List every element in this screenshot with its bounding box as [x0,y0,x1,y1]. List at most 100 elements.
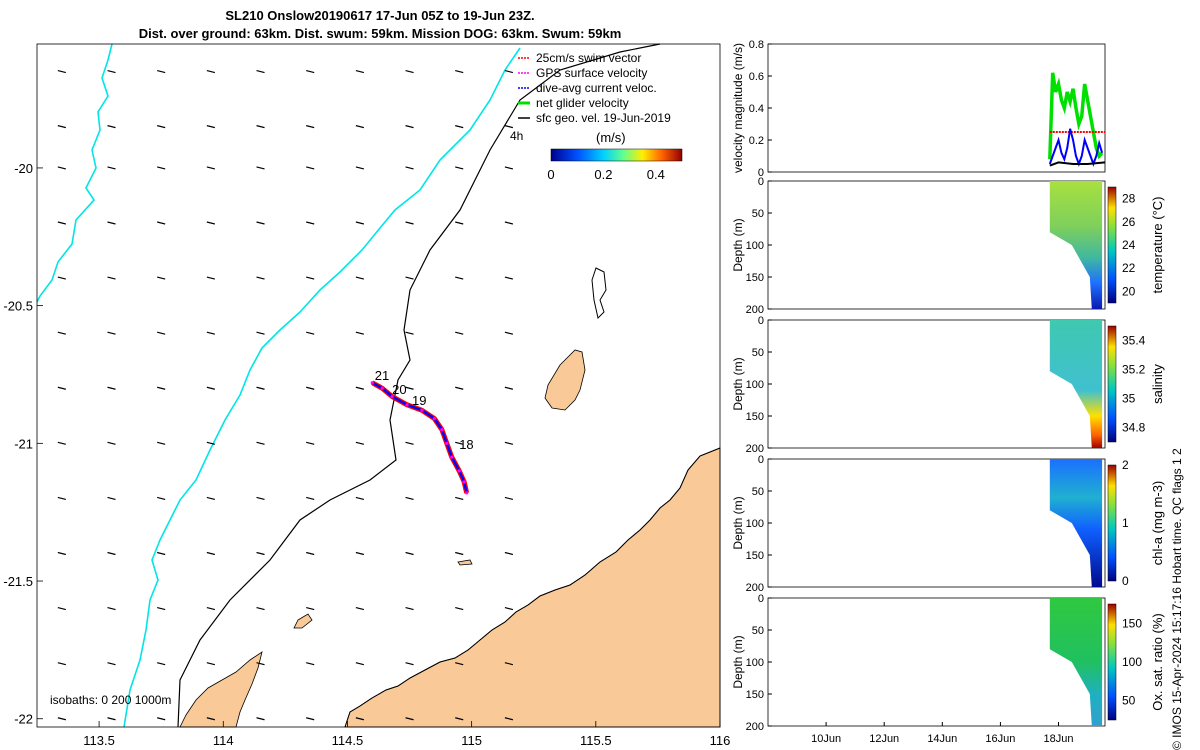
sfc-geo-vector [455,551,464,556]
sfc-geo-vector [157,276,166,280]
legend-entry: dive-avg current veloc. [536,81,657,95]
colorbar-tick-label: 26 [1122,215,1136,229]
sfc-geo-vector [504,441,514,445]
sfc-geo-vector [157,717,166,721]
sfc-geo-vector [206,551,216,556]
sfc-geo-vector [157,125,166,129]
depth-tick-label: 200 [746,443,764,455]
sfc-geo-vector [405,717,414,721]
current-veloc-track [371,381,468,494]
sfc-geo-vector [256,441,265,445]
sfc-geo-vector [256,717,265,721]
chart-title-line1: SL210 Onslow20190617 17-Jun 05Z to 19-Ju… [225,8,535,23]
sfc-geo-vector [206,606,216,611]
sfc-geo-vector [355,69,365,74]
colorbar-label: salinity [1150,364,1165,404]
vel-y-tick-label: 0.4 [749,103,764,115]
gps-point [420,408,424,412]
sfc-geo-vector [504,166,514,170]
sfc-geo-vector [206,166,216,170]
colorbar-tick-label: 35 [1122,392,1136,406]
sfc-geo-vector [256,662,265,666]
sfc-geo-vector [355,166,365,170]
sfc-geo-vector [306,125,315,129]
depth-plot-area [767,458,1106,588]
sfc-geo-vector [504,386,514,390]
sfc-geo-vector [107,496,116,500]
sfc-geo-vector [157,441,166,445]
sfc-geo-vector [157,331,166,335]
sfc-geo-vector [455,69,464,74]
track-day-label: 21 [375,368,389,383]
sfc-geo-vector [107,551,116,556]
velocity-colorbar [550,148,683,162]
colorbar-tick-label: 35.2 [1122,363,1146,377]
sfc-geo-vector [455,717,464,721]
colorbar-tick-label: 0.2 [594,167,612,182]
section-colorbar [1107,325,1117,443]
sfc-geo-vector [157,662,166,666]
section-colorbar [1107,464,1117,582]
sfc-geo-vector [206,125,216,129]
sfc-geo-vector [157,606,166,611]
sfc-geo-vector [455,441,464,445]
colorbar-tick-label: 1 [1122,516,1129,530]
depth-tick-label: 100 [746,240,764,252]
depth-tick-label: 0 [758,315,764,327]
isobath-200m [36,43,113,303]
map-y-tick-label: -20.5 [3,299,33,314]
sfc-geo-vector [57,606,66,611]
depth-plot-area [767,319,1106,449]
sfc-geo-vector [405,125,414,129]
depth-tick-label: 150 [746,550,764,562]
colorbar-tick-label: 22 [1122,261,1136,275]
sfc-geo-vector [57,441,66,445]
sfc-geo-vector [455,276,464,280]
depth-axis-label: Depth (m) [731,218,745,271]
sfc-geo-vector [206,717,216,721]
section-heatmap [1049,459,1103,587]
isobath-1000m [177,43,661,728]
sfc-geo-vector [504,276,514,280]
sfc-geo-vector [504,69,514,74]
small-island-2 [457,559,473,566]
sfc-geo-vector [57,551,66,556]
sfc-geo-vector [256,221,265,225]
chart-title-line2: Dist. over ground: 63km. Dist. swum: 59k… [138,26,622,41]
depth-plot-area [767,597,1106,727]
sfc-geo-vector [355,551,365,556]
track-day-label: 18 [459,437,473,452]
sfc-geo-vector [256,496,265,500]
sfc-geo-vector [405,69,414,74]
sfc-geo-vector [107,221,116,225]
map-x-tick-label: 115 [461,733,482,748]
sfc-geo-vector [157,551,166,556]
section-colorbar [1107,186,1117,304]
legend-entry: GPS surface velocity [536,66,647,80]
depth-tick-label: 100 [746,379,764,391]
gps-point [440,427,444,432]
sfc-geo-vector [405,496,414,500]
sfc-geo-vector [306,606,315,611]
section-heatmap [1049,320,1103,448]
colorbar-tick-label: 24 [1122,238,1136,252]
gps-point [380,386,384,390]
sfc-geo-vector [256,551,265,556]
vel-y-axis-label: velocity magnitude (m/s) [731,43,745,173]
depth-tick-label: 100 [746,518,764,530]
sfc-geo-vector [455,166,464,170]
island-cluster-outline [591,267,607,319]
sfc-geo-vector [256,386,265,390]
sfc-geo-vector [206,662,216,666]
sfc-geo-vector [355,606,365,611]
sfc-geo-vector [256,69,265,74]
section-heatmap [1049,598,1103,726]
gps-point [445,441,449,445]
sfc-geo-vector [256,606,265,611]
depth-tick-label: 200 [746,721,764,733]
sfc-geo-vector [306,69,315,74]
sfc-geo-vector [206,221,216,225]
track-day-label: 19 [412,393,426,408]
mainland-coast-outline [344,447,721,728]
